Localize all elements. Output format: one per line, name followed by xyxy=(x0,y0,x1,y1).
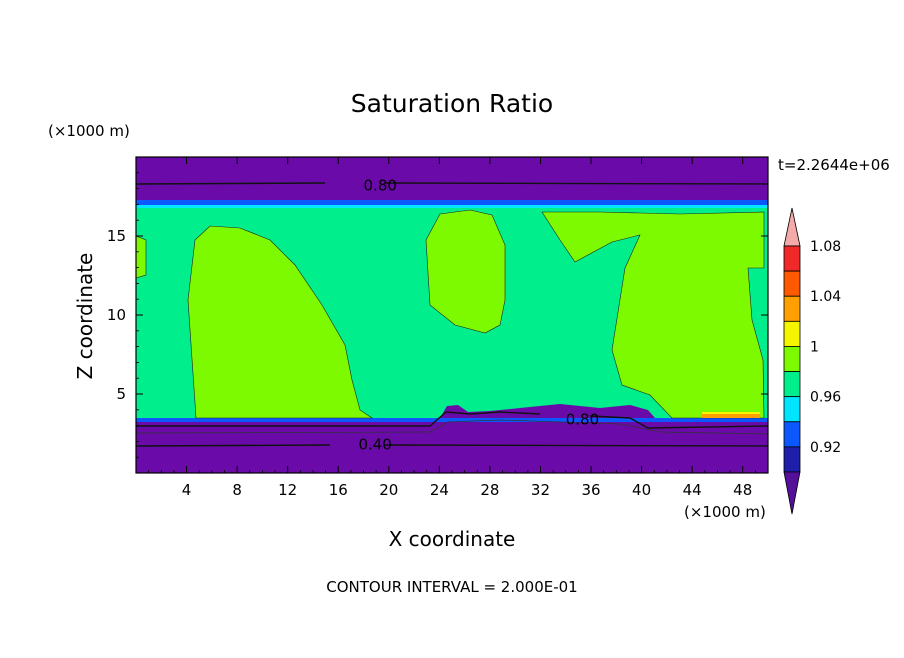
colorbar-swatch xyxy=(783,446,801,473)
x-tick-label: 20 xyxy=(379,481,398,499)
supersat-blob-right xyxy=(541,211,765,419)
x-tick-label: 16 xyxy=(329,481,348,499)
colorbar-swatch xyxy=(783,396,801,423)
colorbar-bottom-arrow xyxy=(783,471,801,515)
contour-label: 0.80 xyxy=(566,410,599,428)
x-tick-label: 36 xyxy=(581,481,600,499)
plot-area xyxy=(135,157,769,473)
contour-thin-lower xyxy=(135,419,769,435)
colorbar-label: 1.04 xyxy=(810,289,841,305)
colorbar-swatch xyxy=(783,295,801,322)
colorbar-swatch xyxy=(783,320,801,347)
x-tick-label: 28 xyxy=(480,481,499,499)
colorbar-swatch xyxy=(783,245,801,272)
supersat-blob-center xyxy=(425,209,506,334)
x-tick-label: 4 xyxy=(182,481,192,499)
upper-blue-band xyxy=(136,200,768,206)
upper-cyan-band xyxy=(136,205,768,208)
supersat-blob-left xyxy=(187,225,373,419)
colorbar-label: 0.92 xyxy=(810,440,841,456)
x-axis-label: X coordinate xyxy=(389,527,516,551)
colorbar-label: 1 xyxy=(810,339,819,355)
x-tick-label: 24 xyxy=(430,481,449,499)
colorbar-swatch xyxy=(783,371,801,398)
y-unit-label: (×1000 m) xyxy=(48,122,130,140)
x-tick-label: 32 xyxy=(531,481,550,499)
yellow-patch xyxy=(702,412,760,414)
y-axis-label: Z coordinate xyxy=(73,253,97,380)
x-tick-label: 40 xyxy=(632,481,651,499)
time-label: t=2.2644e+06 xyxy=(778,156,890,174)
y-tick-label: 5 xyxy=(116,385,126,403)
surface-bumps xyxy=(440,404,655,418)
colorbar-label: 1.08 xyxy=(810,239,841,255)
contour-labels: 0.80 0.80 0.40 xyxy=(358,176,599,453)
colorbar-label: 0.96 xyxy=(810,390,841,406)
contour-interval: CONTOUR INTERVAL = 2.000E-01 xyxy=(326,578,577,596)
y-tick-label: 15 xyxy=(107,227,126,245)
x-unit-label: (×1000 m) xyxy=(684,503,766,521)
contour-0-80-bottom xyxy=(136,411,769,429)
x-tick-label: 48 xyxy=(733,481,752,499)
contour-0-80-top xyxy=(135,182,769,185)
lower-blue-band xyxy=(136,418,768,422)
y-axis-ticks: 5 10 15 xyxy=(107,172,768,458)
colorbar-top-arrow xyxy=(783,207,801,247)
y-tick-label: 10 xyxy=(107,306,126,324)
x-axis-ticks: 4 8 12 16 20 24 28 32 36 40 44 48 xyxy=(148,157,756,499)
contour-label: 0.40 xyxy=(358,436,391,454)
colorbar-swatch xyxy=(783,346,801,372)
supersat-sliver-left xyxy=(135,235,147,279)
x-tick-label: 44 xyxy=(683,481,702,499)
colorbar-swatch xyxy=(783,270,801,297)
contour-0-40-bottom xyxy=(135,444,769,447)
orange-patch xyxy=(702,414,760,418)
contour-label: 0.80 xyxy=(364,176,397,194)
chart-title: Saturation Ratio xyxy=(351,89,553,118)
x-tick-label: 8 xyxy=(232,481,242,499)
colorbar-swatch xyxy=(783,421,801,448)
x-tick-label: 12 xyxy=(278,481,297,499)
colorbar: 0.92 0.96 1 1.04 1.08 xyxy=(783,207,841,515)
